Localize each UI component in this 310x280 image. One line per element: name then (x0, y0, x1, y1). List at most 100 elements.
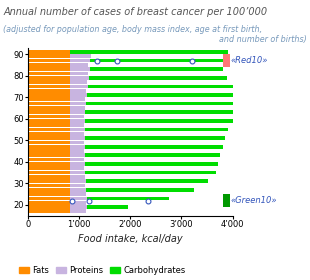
Bar (28, 141, 70, 144)
Bar (28, 76, 70, 80)
Bar (28, 67, 70, 71)
Text: «Red10»: «Red10» (230, 56, 268, 65)
Bar (70, 141, 84, 144)
Bar (28, 119, 70, 123)
Bar (85, 110, 239, 114)
Bar (70, 132, 84, 136)
Bar (70, 106, 85, 110)
Bar (28, 63, 70, 67)
Bar (28, 149, 70, 153)
Bar (28, 158, 70, 162)
Bar (70, 166, 84, 170)
Bar (28, 54, 70, 58)
Bar (28, 179, 70, 183)
Bar (70, 123, 84, 127)
Bar (85, 153, 220, 157)
Bar (28, 192, 70, 196)
Bar (28, 85, 70, 88)
Bar (70, 89, 86, 92)
Bar (70, 80, 87, 84)
Bar (70, 175, 85, 179)
Bar (70, 59, 90, 62)
Bar (70, 136, 85, 140)
Bar (28, 59, 70, 62)
Bar (28, 93, 70, 97)
Bar (28, 136, 70, 140)
Bar (70, 63, 88, 67)
Bar (28, 115, 70, 118)
Bar (28, 89, 70, 92)
Bar (70, 179, 86, 183)
Bar (87, 197, 169, 200)
Bar (28, 106, 70, 110)
Bar (70, 153, 85, 157)
Bar (28, 184, 70, 187)
Bar (28, 209, 70, 213)
Bar (70, 188, 86, 192)
Bar (28, 102, 70, 106)
Bar (70, 102, 86, 106)
Bar (90, 67, 223, 71)
Bar (70, 209, 86, 213)
Text: Annual number of cases of breast cancer per 100’000: Annual number of cases of breast cancer … (3, 7, 267, 17)
Bar (28, 80, 70, 84)
Bar (85, 136, 225, 140)
Bar (28, 188, 70, 192)
Bar (70, 145, 85, 148)
Bar (86, 179, 208, 183)
Bar (70, 192, 86, 196)
Bar (70, 205, 87, 209)
Bar (28, 132, 70, 136)
Bar (28, 145, 70, 148)
Bar (86, 102, 237, 106)
Bar (70, 72, 88, 75)
Bar (28, 72, 70, 75)
Bar (70, 162, 85, 166)
Bar (70, 54, 91, 58)
Bar (70, 85, 88, 88)
Bar (70, 97, 85, 101)
Bar (85, 162, 218, 166)
Bar (88, 85, 233, 88)
Bar (70, 119, 85, 123)
Bar (28, 110, 70, 114)
Bar (223, 54, 230, 67)
Bar (85, 119, 233, 123)
Legend: Fats, Proteins, Carbohydrates: Fats, Proteins, Carbohydrates (16, 263, 189, 279)
Bar (85, 171, 216, 174)
Bar (86, 188, 194, 192)
Bar (28, 97, 70, 101)
Bar (70, 171, 85, 174)
Bar (28, 175, 70, 179)
Bar (85, 145, 223, 148)
Bar (70, 128, 85, 131)
Bar (70, 115, 84, 118)
Bar (70, 110, 85, 114)
Bar (28, 197, 70, 200)
Bar (28, 50, 70, 54)
X-axis label: Food intake, kcal/day: Food intake, kcal/day (78, 234, 183, 244)
Text: and number of births): and number of births) (219, 35, 307, 44)
Bar (70, 50, 228, 54)
Bar (70, 184, 85, 187)
Text: (adjusted for population age, body mass index, age at first birth,: (adjusted for population age, body mass … (3, 25, 262, 34)
Bar (28, 153, 70, 157)
Bar (28, 205, 70, 209)
Bar (70, 197, 87, 200)
Bar (28, 201, 70, 204)
Bar (70, 201, 86, 204)
Bar (90, 59, 228, 62)
Bar (70, 76, 89, 80)
Bar (28, 166, 70, 170)
Bar (70, 67, 90, 71)
Bar (89, 76, 227, 80)
Bar (28, 171, 70, 174)
Bar (87, 205, 128, 209)
Bar (87, 93, 235, 97)
Bar (223, 194, 230, 207)
Bar (70, 149, 84, 153)
Text: «Green10»: «Green10» (230, 196, 277, 205)
Bar (70, 158, 84, 162)
Bar (28, 123, 70, 127)
Bar (28, 128, 70, 131)
